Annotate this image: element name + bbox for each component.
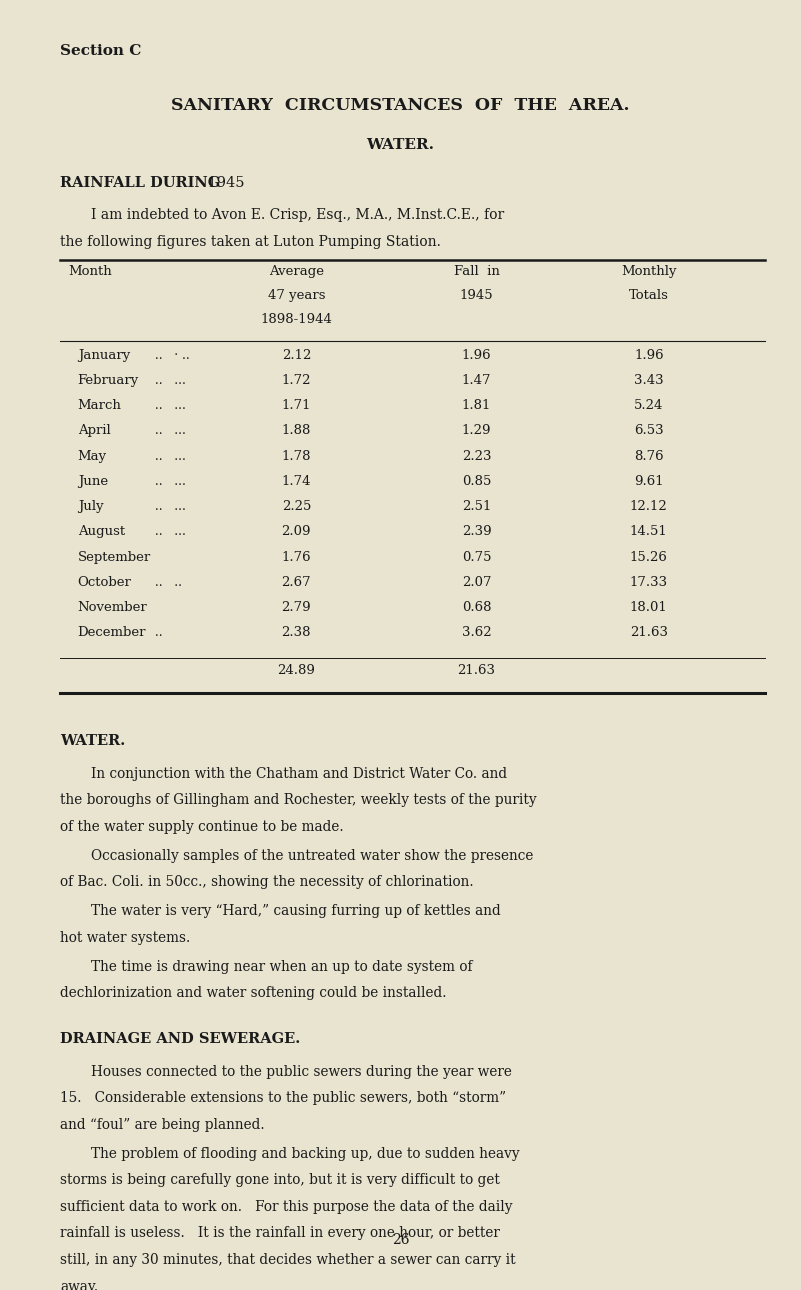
Text: 17.33: 17.33 bbox=[630, 575, 668, 590]
Text: 2.67: 2.67 bbox=[282, 575, 311, 590]
Text: April: April bbox=[78, 424, 111, 437]
Text: Average: Average bbox=[269, 266, 324, 279]
Text: 2.23: 2.23 bbox=[462, 450, 491, 463]
Text: ..   ...: .. ... bbox=[151, 424, 187, 437]
Text: 15.   Considerable extensions to the public sewers, both “storm”: 15. Considerable extensions to the publi… bbox=[60, 1091, 506, 1106]
Text: ..   ...: .. ... bbox=[151, 399, 187, 412]
Text: 0.68: 0.68 bbox=[462, 601, 491, 614]
Text: DRAINAGE AND SEWERAGE.: DRAINAGE AND SEWERAGE. bbox=[60, 1032, 300, 1046]
Text: Month: Month bbox=[68, 266, 112, 279]
Text: 1.81: 1.81 bbox=[462, 399, 491, 412]
Text: January: January bbox=[78, 348, 130, 361]
Text: Section C: Section C bbox=[60, 44, 142, 58]
Text: 1.29: 1.29 bbox=[462, 424, 491, 437]
Text: 2.51: 2.51 bbox=[462, 501, 491, 513]
Text: 5.24: 5.24 bbox=[634, 399, 663, 412]
Text: Houses connected to the public sewers during the year were: Houses connected to the public sewers du… bbox=[91, 1064, 511, 1078]
Text: 1.88: 1.88 bbox=[282, 424, 311, 437]
Text: still, in any 30 minutes, that decides whether a sewer can carry it: still, in any 30 minutes, that decides w… bbox=[60, 1253, 516, 1267]
Text: 1945: 1945 bbox=[460, 289, 493, 302]
Text: 2.39: 2.39 bbox=[462, 525, 491, 538]
Text: 1.96: 1.96 bbox=[634, 348, 663, 361]
Text: Fall  in: Fall in bbox=[453, 266, 500, 279]
Text: The time is drawing near when an up to date system of: The time is drawing near when an up to d… bbox=[91, 960, 472, 974]
Text: ..   ...: .. ... bbox=[151, 374, 187, 387]
Text: rainfall is useless.   It is the rainfall in every one hour, or better: rainfall is useless. It is the rainfall … bbox=[60, 1227, 500, 1241]
Text: dechlorinization and water softening could be installed.: dechlorinization and water softening cou… bbox=[60, 987, 447, 1001]
Text: sufficient data to work on.   For this purpose the data of the daily: sufficient data to work on. For this pur… bbox=[60, 1200, 513, 1214]
Text: 15.26: 15.26 bbox=[630, 551, 668, 564]
Text: July: July bbox=[78, 501, 103, 513]
Text: 2.79: 2.79 bbox=[282, 601, 311, 614]
Text: WATER.: WATER. bbox=[60, 734, 125, 748]
Text: of Bac. Coli. in 50cc., showing the necessity of chlorination.: of Bac. Coli. in 50cc., showing the nece… bbox=[60, 876, 473, 889]
Text: ..   ...: .. ... bbox=[151, 501, 187, 513]
Text: RAINFALL DURING: RAINFALL DURING bbox=[60, 175, 220, 190]
Text: In conjunction with the Chatham and District Water Co. and: In conjunction with the Chatham and Dist… bbox=[91, 766, 507, 780]
Text: WATER.: WATER. bbox=[367, 138, 434, 152]
Text: 2.07: 2.07 bbox=[462, 575, 491, 590]
Text: 1.71: 1.71 bbox=[282, 399, 311, 412]
Text: 1.47: 1.47 bbox=[462, 374, 491, 387]
Text: October: October bbox=[78, 575, 131, 590]
Text: 3.43: 3.43 bbox=[634, 374, 663, 387]
Text: 1898-1944: 1898-1944 bbox=[260, 313, 332, 326]
Text: 1.96: 1.96 bbox=[462, 348, 491, 361]
Text: May: May bbox=[78, 450, 107, 463]
Text: 47 years: 47 years bbox=[268, 289, 325, 302]
Text: 0.75: 0.75 bbox=[462, 551, 491, 564]
Text: 2.12: 2.12 bbox=[282, 348, 311, 361]
Text: 1.72: 1.72 bbox=[282, 374, 311, 387]
Text: 2.38: 2.38 bbox=[282, 627, 311, 640]
Text: August: August bbox=[78, 525, 125, 538]
Text: 1.76: 1.76 bbox=[282, 551, 311, 564]
Text: 26: 26 bbox=[392, 1233, 409, 1246]
Text: Occasionally samples of the untreated water show the presence: Occasionally samples of the untreated wa… bbox=[91, 849, 533, 863]
Text: 0.85: 0.85 bbox=[462, 475, 491, 488]
Text: 14.51: 14.51 bbox=[630, 525, 668, 538]
Text: 3.62: 3.62 bbox=[462, 627, 491, 640]
Text: 2.25: 2.25 bbox=[282, 501, 311, 513]
Text: 1.74: 1.74 bbox=[282, 475, 311, 488]
Text: 21.63: 21.63 bbox=[457, 664, 496, 677]
Text: 12.12: 12.12 bbox=[630, 501, 668, 513]
Text: The water is very “Hard,” causing furring up of kettles and: The water is very “Hard,” causing furrin… bbox=[91, 904, 501, 918]
Text: 24.89: 24.89 bbox=[277, 664, 316, 677]
Text: 1945: 1945 bbox=[203, 175, 244, 190]
Text: 6.53: 6.53 bbox=[634, 424, 663, 437]
Text: of the water supply continue to be made.: of the water supply continue to be made. bbox=[60, 819, 344, 833]
Text: ..: .. bbox=[151, 627, 163, 640]
Text: the following figures taken at Luton Pumping Station.: the following figures taken at Luton Pum… bbox=[60, 235, 441, 249]
Text: Monthly: Monthly bbox=[621, 266, 677, 279]
Text: December: December bbox=[78, 627, 147, 640]
Text: and “foul” are being planned.: and “foul” are being planned. bbox=[60, 1118, 264, 1131]
Text: 21.63: 21.63 bbox=[630, 627, 668, 640]
Text: I am indebted to Avon E. Crisp, Esq., M.A., M.Inst.C.E., for: I am indebted to Avon E. Crisp, Esq., M.… bbox=[91, 209, 504, 222]
Text: February: February bbox=[78, 374, 139, 387]
Text: ..   ...: .. ... bbox=[151, 450, 187, 463]
Text: 9.61: 9.61 bbox=[634, 475, 663, 488]
Text: hot water systems.: hot water systems. bbox=[60, 931, 191, 944]
Text: 8.76: 8.76 bbox=[634, 450, 663, 463]
Text: ..   ...: .. ... bbox=[151, 525, 187, 538]
Text: the boroughs of Gillingham and Rochester, weekly tests of the purity: the boroughs of Gillingham and Rochester… bbox=[60, 793, 537, 808]
Text: September: September bbox=[78, 551, 151, 564]
Text: ..   ..: .. .. bbox=[151, 575, 183, 590]
Text: away.: away. bbox=[60, 1280, 99, 1290]
Text: 18.01: 18.01 bbox=[630, 601, 668, 614]
Text: 2.09: 2.09 bbox=[282, 525, 311, 538]
Text: ..   · ..: .. · .. bbox=[151, 348, 190, 361]
Text: 1.78: 1.78 bbox=[282, 450, 311, 463]
Text: November: November bbox=[78, 601, 147, 614]
Text: June: June bbox=[78, 475, 108, 488]
Text: March: March bbox=[78, 399, 122, 412]
Text: The problem of flooding and backing up, due to sudden heavy: The problem of flooding and backing up, … bbox=[91, 1147, 519, 1161]
Text: SANITARY  CIRCUMSTANCES  OF  THE  AREA.: SANITARY CIRCUMSTANCES OF THE AREA. bbox=[171, 97, 630, 115]
Text: ..   ...: .. ... bbox=[151, 475, 187, 488]
Text: Totals: Totals bbox=[629, 289, 669, 302]
Text: storms is being carefully gone into, but it is very difficult to get: storms is being carefully gone into, but… bbox=[60, 1174, 500, 1187]
